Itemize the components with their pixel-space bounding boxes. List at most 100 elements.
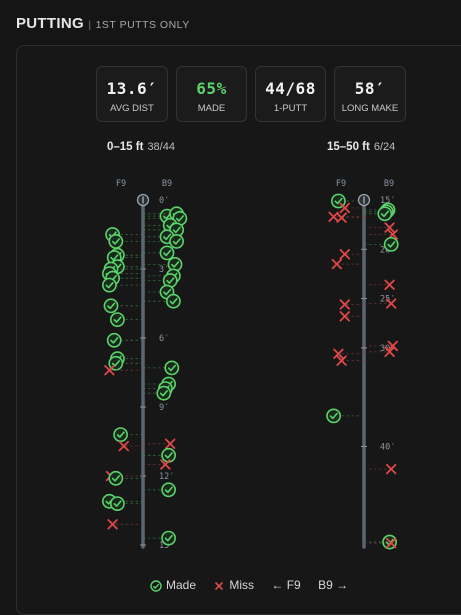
- made-check-icon: [169, 298, 178, 305]
- miss-putt-marker: [386, 537, 397, 549]
- made-check-icon: [159, 390, 168, 397]
- section-subtitle: 1ST PUTTS ONLY: [95, 19, 190, 31]
- miss-putt-marker: [339, 202, 350, 214]
- legend-miss: Miss: [213, 578, 254, 592]
- miss-putt-marker: [160, 459, 171, 470]
- legend-b9: B9 →: [318, 577, 349, 592]
- miss-putt-marker: [328, 211, 339, 222]
- made-check-icon: [164, 534, 173, 542]
- tick-label: 3′: [159, 265, 169, 275]
- legend-f9: ← F9: [271, 577, 301, 592]
- made-check-icon: [164, 486, 173, 494]
- group-heading-short: 0–15 ft 38/44: [107, 141, 175, 153]
- miss-putt-marker: [336, 355, 347, 366]
- stat-value: 58′: [354, 79, 386, 98]
- miss-putt-marker: [118, 440, 129, 452]
- miss-putt-marker: [165, 438, 176, 449]
- section-header: PUTTING | 1ST PUTTS ONLY: [16, 15, 190, 33]
- stat-card-made: 65% MADE: [176, 66, 247, 122]
- stat-label: LONG MAKE: [341, 103, 399, 114]
- made-check-icon: [110, 254, 119, 261]
- stat-value: 65%: [196, 79, 227, 98]
- miss-putt-marker: [384, 222, 395, 233]
- made-check-icon: [167, 364, 176, 372]
- made-check-icon: [111, 360, 120, 367]
- made-check-icon: [150, 579, 162, 592]
- made-check-icon: [329, 412, 338, 420]
- made-putt-marker: [113, 427, 128, 442]
- miss-putt-marker: [339, 311, 350, 322]
- made-check-icon: [163, 288, 172, 296]
- made-putt-marker: [156, 385, 172, 401]
- tick-label: 15′: [380, 196, 395, 206]
- group-heading-long: 15–50 ft 6/24: [327, 141, 395, 153]
- made-check-icon: [380, 210, 389, 218]
- made-putt-marker: [169, 233, 184, 249]
- made-putt-marker: [161, 530, 176, 546]
- chart-group-0: F9 B9 0′ 3′ 6′ 9′ 12′ 15′: [102, 179, 188, 551]
- made-putt-marker: [383, 236, 399, 252]
- made-check-icon: [113, 316, 122, 323]
- miss-putt-marker: [336, 212, 347, 223]
- tick-label: 6′: [159, 334, 169, 344]
- miss-putt-marker: [386, 298, 397, 309]
- made-check-icon: [387, 241, 396, 248]
- made-check-icon: [166, 277, 175, 284]
- miss-putt-marker: [107, 519, 118, 530]
- made-putt-marker: [165, 293, 181, 309]
- made-putt-marker: [161, 447, 176, 463]
- made-putt-marker: [110, 312, 125, 327]
- made-putt-marker: [108, 470, 124, 486]
- group-count: 38/44: [147, 141, 175, 153]
- column-label-f9: F9: [336, 179, 346, 189]
- legend-miss-label: Miss: [229, 577, 255, 592]
- miss-putt-marker: [333, 348, 344, 359]
- title-separator: |: [88, 19, 92, 31]
- miss-putt-marker: [386, 463, 397, 475]
- made-check-icon: [334, 197, 343, 205]
- made-putt-marker: [164, 360, 180, 376]
- made-check-icon: [107, 302, 116, 310]
- made-check-icon: [172, 226, 181, 234]
- miss-putt-marker: [387, 340, 398, 352]
- column-label-b9: B9: [162, 179, 172, 189]
- made-check-icon: [163, 249, 172, 257]
- group-title: 0–15 ft: [107, 141, 144, 153]
- group-title: 15–50 ft: [327, 141, 370, 153]
- made-check-icon: [163, 212, 172, 220]
- group-count: 6/24: [373, 141, 396, 153]
- made-check-icon: [171, 261, 180, 268]
- stat-label: 1-PUTT: [273, 103, 308, 114]
- made-putt-marker: [102, 277, 117, 293]
- tick-label: 40′: [380, 442, 395, 452]
- made-check-icon: [163, 233, 172, 241]
- tick-label: 15′: [159, 541, 174, 551]
- made-check-icon: [116, 431, 125, 438]
- made-putt-marker: [161, 482, 176, 498]
- made-check-icon: [111, 475, 120, 482]
- section-title: PUTTING: [16, 15, 84, 32]
- legend-made-label: Made: [166, 577, 197, 592]
- stat-card-1-putt: 44/68 1-PUTT: [255, 66, 326, 122]
- miss-putt-marker: [339, 249, 350, 260]
- tick-label: 12′: [159, 472, 174, 482]
- miss-x-icon: [215, 581, 224, 590]
- stat-card-avg-dist: 13.6′ AVG DIST: [96, 66, 168, 122]
- column-label-f9: F9: [116, 179, 126, 189]
- made-putt-marker: [103, 298, 119, 314]
- made-putt-marker: [108, 233, 124, 249]
- column-label-b9: B9: [384, 179, 394, 189]
- miss-putt-marker: [331, 258, 342, 270]
- stat-value: 13.6′: [106, 79, 158, 98]
- made-check-icon: [175, 215, 184, 222]
- stat-label: MADE: [197, 103, 226, 114]
- stat-card-long-make: 58′ LONG MAKE: [334, 66, 406, 122]
- tick-label: 0′: [159, 196, 169, 206]
- made-check-icon: [111, 238, 120, 245]
- miss-putt-marker: [384, 346, 395, 357]
- putting-panel: [16, 45, 461, 615]
- made-check-icon: [172, 238, 181, 245]
- chart-legend: Made Miss ← F9 B9 →: [150, 577, 362, 592]
- made-check-icon: [105, 281, 114, 289]
